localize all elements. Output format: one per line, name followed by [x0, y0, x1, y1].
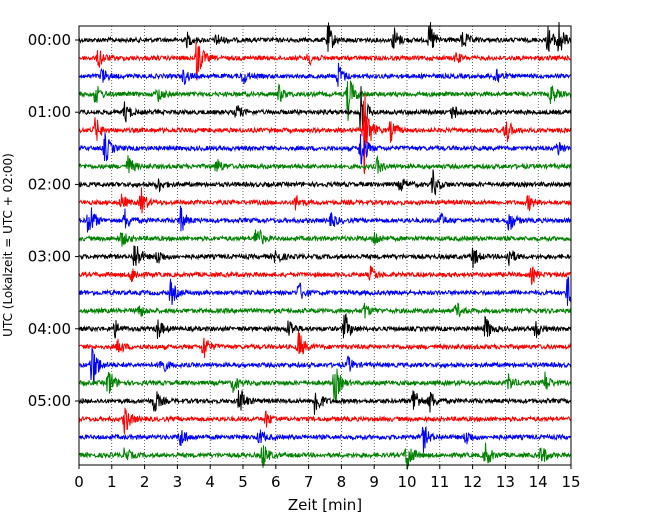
x-tick-label: 12: [463, 473, 482, 491]
x-tick-label: 0: [74, 473, 84, 491]
x-tick-label: 6: [271, 473, 281, 491]
y-axis-ticks: 00:00 01:00 02:00 03:00 04:00 05:00: [28, 31, 79, 410]
y-tick-label: 02:00: [28, 175, 71, 193]
trace-03:15: [78, 265, 572, 285]
x-tick-label: 11: [430, 473, 449, 491]
y-tick-label: 00:00: [28, 31, 71, 49]
x-tick-label: 7: [304, 473, 314, 491]
trace-03:45: [78, 302, 572, 319]
trace-01:15: [78, 93, 572, 174]
x-tick-label: 5: [238, 473, 248, 491]
trace-02:15: [78, 187, 572, 214]
seismic-traces: [78, 21, 572, 470]
trace-03:00: [78, 245, 572, 269]
trace-02:00: [78, 169, 572, 196]
y-tick-label: 01:00: [28, 103, 71, 121]
trace-00:00: [78, 21, 572, 52]
trace-01:00: [78, 86, 572, 131]
trace-05:00: [78, 390, 572, 415]
y-axis-label: UTC (Lokalzeit = UTC + 02:00): [1, 153, 15, 337]
trace-01:45: [78, 155, 572, 174]
trace-02:30: [78, 205, 572, 233]
trace-02:45: [78, 228, 572, 247]
x-tick-label: 4: [205, 473, 215, 491]
y-tick-label: 03:00: [28, 248, 71, 266]
x-tick-label: 10: [397, 473, 416, 491]
plot-frame: [78, 25, 572, 466]
trace-05:30: [78, 426, 572, 453]
trace-00:15: [78, 42, 572, 81]
trace-01:30: [78, 132, 572, 165]
grid-lines: [111, 26, 539, 465]
x-tick-label: 14: [529, 473, 548, 491]
x-tick-label: 3: [173, 473, 183, 491]
trace-04:30: [78, 347, 572, 384]
x-tick-label: 1: [107, 473, 117, 491]
trace-00:30: [78, 62, 572, 87]
trace-05:45: [78, 442, 572, 470]
trace-03:30: [78, 276, 572, 306]
trace-04:45: [78, 368, 572, 403]
x-axis-ticks: 0 1 2 3 4 5 6 7 8 9 10 11 12 13 14 15: [74, 465, 581, 491]
x-tick-label: 2: [140, 473, 150, 491]
x-tick-label: 13: [496, 473, 515, 491]
trace-04:00: [78, 312, 572, 340]
trace-00:45: [78, 80, 572, 121]
x-axis-label: Zeit [min]: [288, 496, 362, 514]
y-tick-label: 05:00: [28, 392, 71, 410]
x-tick-label: 15: [561, 473, 580, 491]
x-tick-label: 8: [337, 473, 347, 491]
trace-05:15: [78, 407, 572, 435]
x-tick-label: 9: [369, 473, 379, 491]
trace-04:15: [78, 331, 572, 358]
y-tick-label: 04:00: [28, 320, 71, 338]
